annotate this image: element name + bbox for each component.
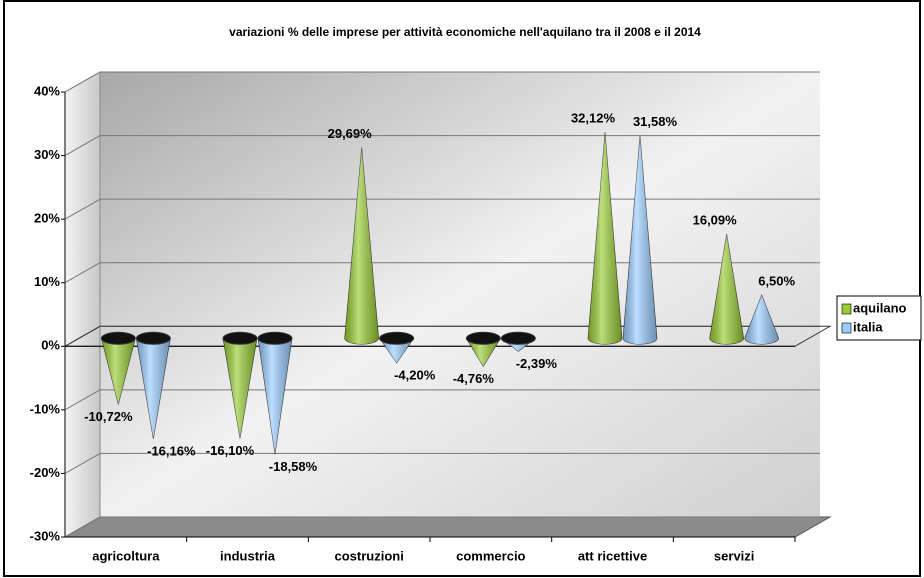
cone-base (257, 331, 293, 345)
data-label: -10,72% (84, 409, 133, 424)
legend-swatch (841, 303, 852, 315)
x-tick-label: att ricettive (578, 548, 647, 563)
legend-label: italia (853, 319, 883, 334)
data-label: -4,76% (453, 371, 495, 386)
legend-swatch (841, 322, 852, 334)
cone-base (379, 331, 415, 345)
cone-shade (744, 294, 779, 345)
cone-base (222, 331, 258, 345)
cone-base (500, 331, 536, 345)
grid-line (64, 516, 101, 538)
y-tick-label: -10% (30, 401, 61, 416)
y-tick-label: 20% (34, 211, 60, 226)
cone-shade (501, 338, 536, 352)
cone-base (100, 331, 136, 345)
data-label: -4,20% (394, 367, 436, 382)
cone-shade (101, 338, 136, 405)
cone (744, 294, 779, 345)
grid-line (64, 135, 101, 157)
cone-shade (466, 338, 501, 367)
grid-line (64, 262, 101, 284)
cone-base (135, 331, 171, 345)
cone (344, 147, 379, 345)
cone (587, 132, 623, 345)
cone (465, 331, 501, 368)
data-label: -16,10% (206, 443, 255, 458)
cone-shade (136, 338, 171, 440)
cone (709, 233, 744, 345)
chart-title: variazioni % delle imprese per attività … (229, 25, 701, 39)
data-label: 32,12% (571, 111, 616, 126)
y-tick-label: -30% (30, 528, 61, 543)
cone-shade (258, 338, 292, 455)
cone-shade (623, 135, 657, 345)
x-tick-label: servizi (714, 548, 754, 563)
data-label: 29,69% (328, 126, 373, 141)
y-tick-label: 40% (34, 83, 60, 98)
cone (100, 331, 136, 405)
data-label: -18,58% (269, 459, 318, 474)
cone (222, 331, 258, 439)
y-tick-label: -20% (30, 465, 61, 480)
y-tick-label: 30% (34, 147, 60, 162)
legend-label: aquilano (853, 300, 907, 315)
cone (257, 331, 293, 455)
y-tick-label: 0% (41, 338, 60, 353)
x-tick-label: commercio (456, 548, 525, 563)
cone (379, 331, 415, 364)
cone-shade (709, 233, 744, 345)
data-label: -16,16% (147, 443, 196, 458)
cone (622, 135, 658, 345)
cone (500, 331, 536, 352)
cone-base (465, 331, 501, 345)
data-label: -2,39% (516, 356, 558, 371)
grid-line (64, 389, 101, 411)
floor (63, 516, 832, 538)
y-tick-label: 10% (34, 274, 60, 289)
cone-shade (588, 132, 622, 345)
grid-line (64, 71, 101, 93)
data-label: 16,09% (693, 212, 738, 227)
grid-line (64, 452, 101, 474)
grid-line (64, 198, 101, 220)
x-tick-label: industria (220, 548, 276, 563)
data-label: 6,50% (758, 273, 795, 288)
data-label: 31,58% (633, 114, 678, 129)
legend: aquilano italia (836, 295, 922, 341)
cone (135, 331, 171, 440)
x-tick-label: agricoltura (92, 548, 160, 563)
cone-shade (344, 147, 379, 345)
cone-shade (223, 338, 257, 439)
side-wall (64, 71, 101, 538)
x-tick-label: costruzioni (334, 548, 403, 563)
cone-shade (379, 338, 414, 363)
